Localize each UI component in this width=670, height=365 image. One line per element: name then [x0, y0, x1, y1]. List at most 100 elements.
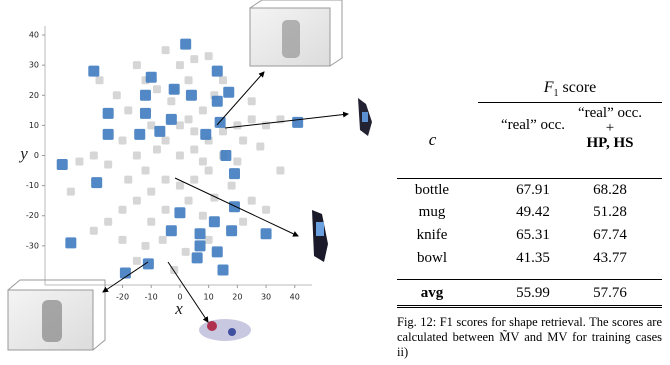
point-highlight — [174, 207, 185, 218]
point — [104, 218, 112, 226]
point — [147, 188, 155, 196]
point — [185, 115, 193, 123]
header-c: c — [405, 132, 460, 147]
rule — [397, 305, 662, 306]
point — [153, 85, 161, 93]
rule — [397, 279, 662, 280]
summary-cell: 57.76 — [572, 286, 648, 301]
y-tick-label: 0 — [34, 151, 39, 160]
table-cell: 41.35 — [495, 251, 571, 266]
x-tick-label: -10 — [145, 293, 158, 302]
point-highlight — [186, 90, 197, 101]
summary-cell: 55.99 — [495, 286, 571, 301]
point — [167, 97, 175, 105]
point — [153, 145, 161, 153]
point — [205, 167, 213, 175]
point — [239, 218, 247, 226]
y-tick-label: 30 — [29, 61, 39, 70]
row-label: bottle — [397, 183, 467, 198]
title-sub: 1 — [554, 88, 559, 99]
x-tick-label: 20 — [232, 293, 242, 302]
x-tick-label: 0 — [177, 293, 182, 302]
point — [162, 46, 170, 54]
point-highlight — [229, 201, 240, 212]
point-highlight — [134, 129, 145, 140]
point — [205, 52, 213, 60]
table-title: F1 score — [478, 80, 662, 101]
point-highlight — [166, 114, 177, 125]
point — [104, 161, 112, 169]
point — [119, 236, 127, 244]
table-cell: 43.77 — [572, 251, 648, 266]
point — [162, 206, 170, 214]
point — [133, 257, 141, 265]
point-highlight — [209, 216, 220, 227]
point — [159, 236, 167, 244]
point-highlight — [212, 246, 223, 257]
caption: Fig. 12: F1 scores for shape retrieval. … — [397, 315, 662, 360]
point — [162, 176, 170, 184]
point-highlight — [200, 129, 211, 140]
page: y x -30-20-10010203040-20-10010203040 F1… — [0, 0, 670, 365]
point — [199, 158, 207, 166]
point — [119, 136, 127, 144]
y-label: y — [18, 144, 28, 163]
row-label: knife — [397, 228, 467, 243]
object-bottom — [199, 319, 251, 341]
point — [233, 121, 241, 129]
title-f: F — [544, 79, 554, 96]
header-real-hp: “real” occ. +HP, HS — [572, 106, 648, 151]
y-tick-label: 10 — [29, 121, 39, 130]
point — [147, 218, 155, 226]
point — [133, 61, 141, 69]
table-cell: 67.91 — [495, 183, 571, 198]
point — [190, 176, 198, 184]
header-real: “real” occ. — [500, 118, 566, 133]
point-highlight — [169, 84, 180, 95]
insets — [8, 0, 372, 350]
point-highlight — [180, 39, 191, 50]
point — [205, 236, 213, 244]
object-right — [358, 98, 372, 136]
point-highlight — [220, 150, 231, 161]
point — [239, 136, 247, 144]
point-highlight — [261, 228, 272, 239]
table-cell: 51.28 — [572, 205, 648, 220]
point — [233, 158, 241, 166]
x-tick-label: 30 — [261, 293, 271, 302]
point-highlight — [212, 96, 223, 107]
point-highlight — [192, 252, 203, 263]
point-highlight — [218, 264, 229, 275]
y-tick-label: 40 — [29, 31, 39, 40]
point — [119, 206, 127, 214]
y-tick-label: 20 — [29, 91, 39, 100]
x-tick-label: 40 — [290, 293, 300, 302]
point-highlight — [195, 240, 206, 251]
point — [262, 206, 270, 214]
table-cell: 68.28 — [572, 183, 648, 198]
point — [176, 121, 184, 129]
point-highlight — [57, 159, 68, 170]
point — [182, 248, 190, 256]
point-highlight — [91, 177, 102, 188]
point-highlight — [195, 228, 206, 239]
point — [219, 127, 227, 135]
point — [141, 242, 149, 250]
header-text: “real” occ. + — [578, 105, 642, 136]
point — [124, 106, 132, 114]
point — [199, 106, 207, 114]
point — [248, 197, 256, 205]
rule — [397, 178, 662, 179]
point-highlight — [223, 87, 234, 98]
point — [176, 61, 184, 69]
box-bottom — [8, 280, 105, 350]
point — [185, 197, 193, 205]
point-highlight — [166, 225, 177, 236]
point — [67, 188, 75, 196]
point-highlight — [103, 108, 114, 119]
point-highlight — [103, 129, 114, 140]
point — [162, 136, 170, 144]
y-tick-label: -30 — [26, 241, 39, 250]
point — [176, 152, 184, 160]
